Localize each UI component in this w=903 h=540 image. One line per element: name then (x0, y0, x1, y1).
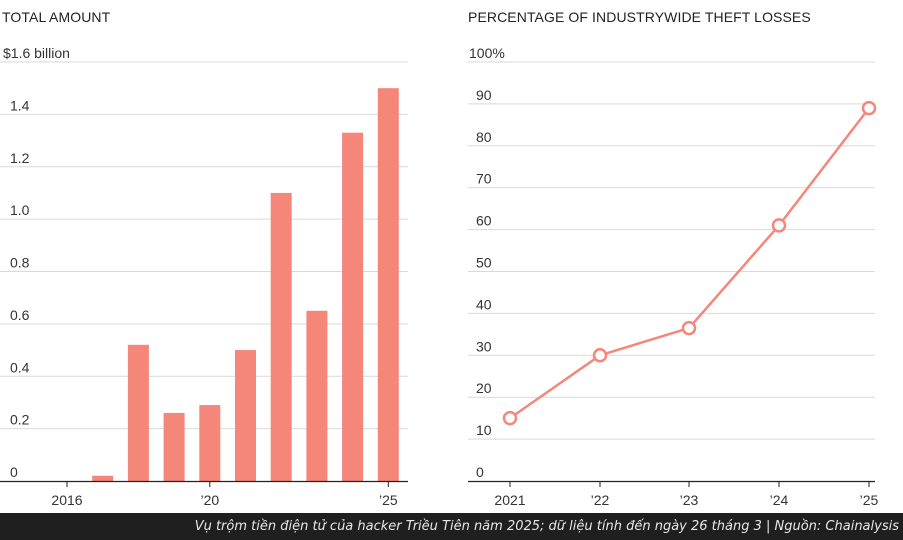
line-point-2023 (681, 320, 697, 336)
line-y-tick-label: 40 (476, 296, 492, 312)
bar-2018 (127, 344, 149, 481)
bar-y-tick-label: 1.2 (10, 150, 30, 166)
line-y-tick-label: 80 (476, 129, 492, 145)
line-x-tick-label: ’24 (770, 492, 789, 508)
line-x-tick-label: ’25 (860, 492, 879, 508)
theft-share-line-chart: PERCENTAGE OF INDUSTRYWIDE THEFT LOSSES … (468, 9, 879, 508)
bar-chart-bars (92, 88, 399, 482)
bar-y-tick-label: 0 (10, 464, 18, 480)
bar-2019 (163, 412, 185, 481)
total-amount-bar-chart: TOTAL AMOUNT $1.6 billion 0 0.2 0.4 0.6 0.8 1… (0, 9, 408, 508)
line-y-tick-label: 90 (476, 87, 492, 103)
bar-y-tick-label: 0.2 (10, 412, 30, 428)
line-point-2025 (861, 100, 877, 116)
line-x-tick-label: ’22 (591, 492, 610, 508)
line-y-tick-label: 70 (476, 171, 492, 187)
bar-chart-x-tick-labels: 2016 ’20 ’25 (51, 481, 398, 508)
bar-2017 (92, 475, 114, 481)
line-y-tick-label: 10 (476, 422, 492, 438)
bar-x-tick-label: ’25 (379, 492, 398, 508)
line-y-tick-label: 60 (476, 213, 492, 229)
bar-x-tick-label: ’20 (200, 492, 219, 508)
caption-bar: Vụ trộm tiền điện tử của hacker Triều Ti… (0, 513, 903, 540)
line-chart-y-tick-labels: 0 10 20 30 40 50 60 70 80 90 (476, 87, 492, 480)
bar-chart-gridlines (0, 61, 408, 430)
caption-text: Vụ trộm tiền điện tử của hacker Triều Ti… (194, 519, 899, 534)
bar-2025 (377, 88, 399, 481)
bar-2024 (342, 132, 364, 482)
line-y-tick-label: 30 (476, 338, 492, 354)
bar-chart-unit-label: $1.6 billion (3, 45, 70, 61)
line-point-2022 (592, 348, 608, 363)
line-chart-title: PERCENTAGE OF INDUSTRYWIDE THEFT LOSSES (468, 9, 811, 25)
line-point-2021 (502, 410, 518, 426)
bar-chart-title: TOTAL AMOUNT (2, 9, 111, 25)
line-chart-unit-label: 100% (469, 45, 505, 61)
line-y-tick-label: 20 (476, 380, 492, 396)
line-x-tick-label: 2021 (494, 492, 525, 508)
bar-2023 (306, 310, 328, 481)
line-chart-series (502, 100, 877, 426)
line-point-2024 (771, 218, 787, 233)
bar-x-tick-label: 2016 (51, 492, 82, 508)
bar-2021 (235, 350, 256, 481)
line-y-tick-label: 0 (476, 464, 484, 480)
bar-y-tick-label: 0.6 (10, 307, 30, 323)
bar-y-tick-label: 1.4 (10, 97, 30, 113)
bar-chart-y-tick-labels: 0 0.2 0.4 0.6 0.8 1.0 1.2 1.4 (10, 97, 30, 480)
charts-canvas: TOTAL AMOUNT $1.6 billion 0 0.2 0.4 0.6 0.8 1… (0, 9, 879, 508)
line-y-tick-label: 50 (476, 255, 492, 271)
line-chart-gridlines (468, 61, 875, 440)
line-x-tick-label: ’23 (680, 492, 699, 508)
bar-y-tick-label: 1.0 (10, 202, 30, 218)
line-chart-x-tick-labels: 2021 ’22 ’23 ’24 ’25 (494, 481, 879, 508)
bar-y-tick-label: 0.8 (10, 255, 30, 271)
bar-y-tick-label: 0.4 (10, 359, 30, 375)
bar-2022 (270, 192, 292, 481)
bar-2020 (199, 405, 221, 481)
line-series-path (509, 107, 870, 420)
